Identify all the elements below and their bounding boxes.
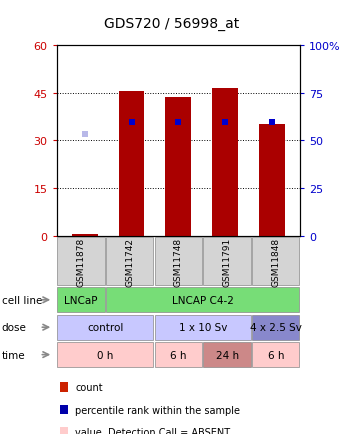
Text: cell line: cell line — [2, 295, 42, 305]
Text: control: control — [87, 322, 123, 332]
Text: value, Detection Call = ABSENT: value, Detection Call = ABSENT — [75, 427, 230, 434]
Text: 24 h: 24 h — [215, 350, 239, 360]
Bar — [119, 92, 144, 237]
Text: 1 x 10 Sv: 1 x 10 Sv — [178, 322, 227, 332]
Text: 0 h: 0 h — [97, 350, 114, 360]
Text: 4 x 2.5 Sv: 4 x 2.5 Sv — [250, 322, 302, 332]
Text: GSM11791: GSM11791 — [223, 237, 232, 286]
Text: GSM11878: GSM11878 — [76, 237, 85, 286]
Text: GSM11748: GSM11748 — [174, 237, 183, 286]
Text: LNCaP: LNCaP — [64, 295, 98, 305]
Bar — [212, 89, 238, 237]
Bar — [259, 125, 285, 237]
Text: time: time — [2, 350, 25, 360]
Bar — [72, 235, 97, 237]
Text: count: count — [75, 382, 103, 392]
Text: 6 h: 6 h — [170, 350, 187, 360]
Text: GSM11848: GSM11848 — [271, 237, 280, 286]
Text: GDS720 / 56998_at: GDS720 / 56998_at — [104, 17, 239, 31]
Text: LNCAP C4-2: LNCAP C4-2 — [172, 295, 234, 305]
Text: 6 h: 6 h — [268, 350, 284, 360]
Bar — [165, 98, 191, 237]
Text: percentile rank within the sample: percentile rank within the sample — [75, 405, 240, 414]
Text: dose: dose — [2, 322, 27, 332]
Text: GSM11742: GSM11742 — [125, 237, 134, 286]
